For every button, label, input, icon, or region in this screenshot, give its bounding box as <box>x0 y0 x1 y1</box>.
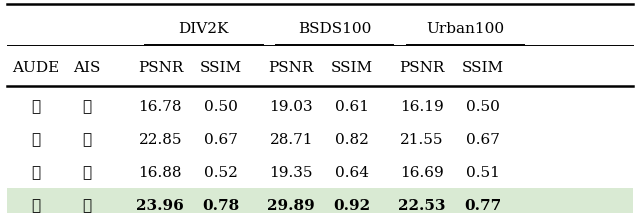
Text: 16.78: 16.78 <box>139 100 182 114</box>
Text: PSNR: PSNR <box>269 61 314 75</box>
Text: SSIM: SSIM <box>462 61 504 75</box>
Text: 0.50: 0.50 <box>466 100 500 114</box>
Text: ✓: ✓ <box>83 199 92 213</box>
Text: ✓: ✓ <box>31 133 40 147</box>
Text: 23.96: 23.96 <box>136 199 184 213</box>
Text: 19.03: 19.03 <box>269 100 313 114</box>
Text: 0.78: 0.78 <box>202 199 239 213</box>
Text: ✗: ✗ <box>31 166 40 180</box>
Text: ✗: ✗ <box>31 100 40 114</box>
Text: BSDS100: BSDS100 <box>298 22 371 36</box>
Text: AIS: AIS <box>73 61 100 75</box>
Text: 29.89: 29.89 <box>268 199 315 213</box>
Text: DIV2K: DIV2K <box>179 22 228 36</box>
Text: SSIM: SSIM <box>331 61 373 75</box>
Text: 16.19: 16.19 <box>400 100 444 114</box>
Text: 21.55: 21.55 <box>401 133 444 147</box>
Text: 0.77: 0.77 <box>464 199 502 213</box>
Text: 22.53: 22.53 <box>399 199 446 213</box>
Text: PSNR: PSNR <box>399 61 445 75</box>
Text: 0.82: 0.82 <box>335 133 369 147</box>
Text: PSNR: PSNR <box>138 61 183 75</box>
Text: 22.85: 22.85 <box>139 133 182 147</box>
Text: AUDE: AUDE <box>12 61 60 75</box>
Text: 0.52: 0.52 <box>204 166 238 180</box>
Text: 0.64: 0.64 <box>335 166 369 180</box>
Text: ✓: ✓ <box>31 199 40 213</box>
Text: ✗: ✗ <box>83 100 92 114</box>
Text: 28.71: 28.71 <box>269 133 313 147</box>
Text: 0.67: 0.67 <box>204 133 238 147</box>
Text: Urban100: Urban100 <box>426 22 504 36</box>
Text: 0.92: 0.92 <box>333 199 371 213</box>
Text: 16.88: 16.88 <box>139 166 182 180</box>
Text: SSIM: SSIM <box>200 61 242 75</box>
Text: 16.69: 16.69 <box>400 166 444 180</box>
Text: ✓: ✓ <box>83 166 92 180</box>
Text: 19.35: 19.35 <box>269 166 313 180</box>
Text: 0.50: 0.50 <box>204 100 238 114</box>
Text: 0.51: 0.51 <box>466 166 500 180</box>
FancyBboxPatch shape <box>7 188 633 215</box>
Text: 0.67: 0.67 <box>466 133 500 147</box>
Text: 0.61: 0.61 <box>335 100 369 114</box>
Text: ✗: ✗ <box>83 133 92 147</box>
